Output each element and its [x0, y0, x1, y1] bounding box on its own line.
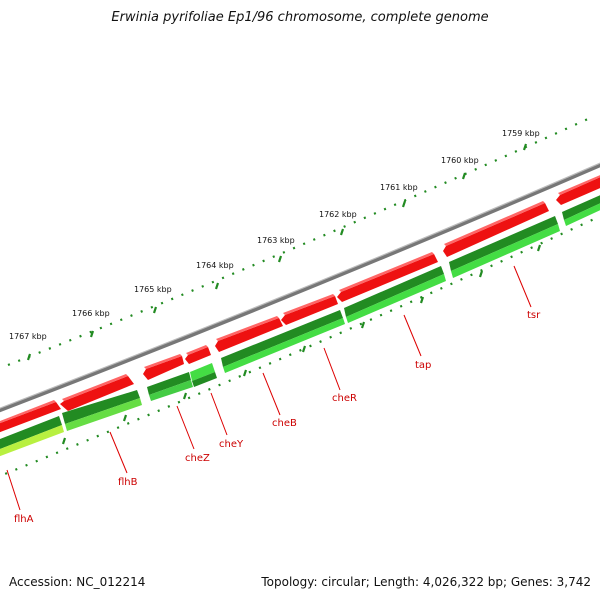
inner-scale-dashes	[0, 215, 600, 478]
tick-label-1767: 1767 kbp	[9, 332, 47, 341]
gene-forward-next[interactable]	[556, 175, 600, 205]
genome-summary-text: Topology: circular; Length: 4,026,322 bp…	[261, 575, 591, 589]
gene-label-flhA[interactable]: flhA	[14, 514, 34, 525]
map-title: Erwinia pyrifoliae Ep1/96 chromosome, co…	[111, 10, 489, 25]
gene-label-tsr[interactable]: tsr	[527, 310, 541, 321]
gene-forward-cheZ[interactable]	[143, 356, 184, 380]
gene-leader-lines	[6, 265, 532, 511]
gene-labels: flhA flhB cheZ cheY cheB cheR tap tsr	[14, 310, 541, 525]
tick-label-1761: 1761 kbp	[380, 183, 418, 192]
major-ticks	[26, 143, 528, 361]
gene-forward-flhA[interactable]	[0, 402, 61, 434]
forward-genes[interactable]	[0, 173, 600, 434]
gene-forward-tap[interactable]	[337, 254, 438, 302]
gene-label-cheZ[interactable]: cheZ	[185, 453, 210, 464]
gene-label-tap[interactable]: tap	[415, 360, 431, 371]
tick-label-1762: 1762 kbp	[319, 210, 357, 219]
tick-label-1764: 1764 kbp	[196, 261, 234, 270]
reverse-genes[interactable]	[0, 193, 600, 458]
tick-labels: 1767 kbp 1766 kbp 1765 kbp 1764 kbp 1763…	[9, 129, 540, 341]
tick-label-1765: 1765 kbp	[134, 285, 172, 294]
gene-label-cheB[interactable]: cheB	[272, 418, 297, 429]
gene-label-cheR[interactable]: cheR	[332, 393, 357, 404]
gene-forward-flhB[interactable]	[60, 376, 134, 411]
gene-forward-cheB[interactable]	[215, 318, 283, 352]
tick-label-1759: 1759 kbp	[502, 129, 540, 138]
gene-label-cheY[interactable]: cheY	[219, 439, 244, 450]
tick-label-1766: 1766 kbp	[72, 309, 110, 318]
tick-label-1760: 1760 kbp	[441, 156, 479, 165]
gene-forward-tsr[interactable]	[443, 203, 549, 257]
accession-text: Accession: NC_012214	[9, 575, 146, 589]
gene-forward-cheY[interactable]	[185, 347, 211, 364]
gene-label-flhB[interactable]: flhB	[118, 477, 138, 488]
gene-forward-cheR[interactable]	[281, 296, 338, 325]
backbone	[0, 162, 600, 413]
outer-scale-dashes	[7, 116, 591, 367]
tick-label-1763: 1763 kbp	[257, 236, 295, 245]
